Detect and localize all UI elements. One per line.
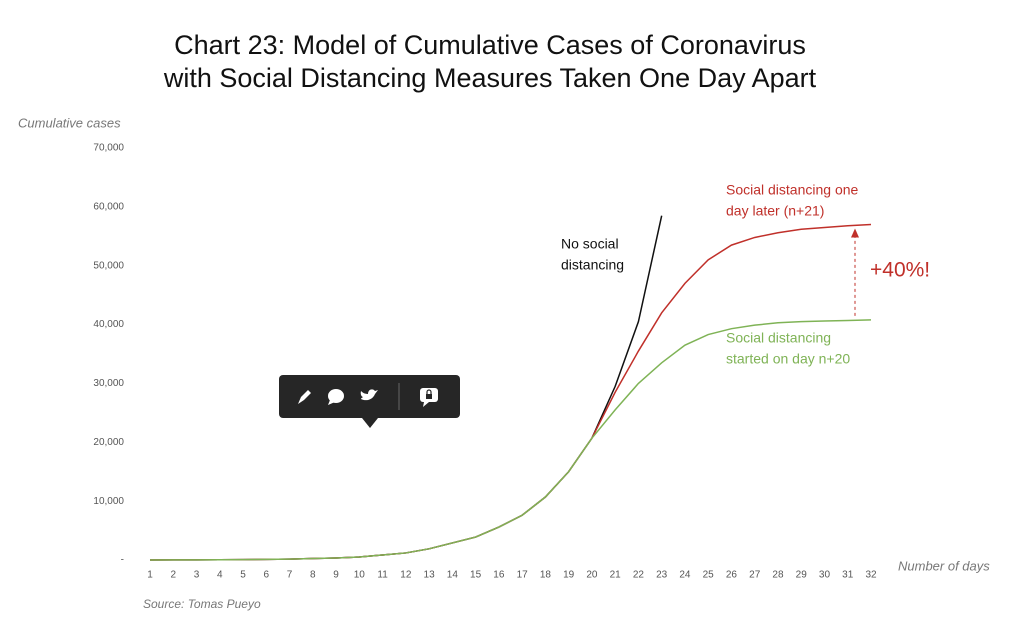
chart-title: Chart 23: Model of Cumulative Cases of C… (174, 30, 806, 60)
series-label: day later (n+21) (726, 203, 824, 219)
x-tick-label: 29 (796, 570, 808, 581)
x-tick-label: 22 (633, 570, 645, 581)
x-tick-label: 16 (493, 570, 505, 581)
series-line (149, 223, 872, 561)
y-tick-label: 30,000 (93, 378, 124, 389)
x-tick-label: 32 (865, 570, 877, 581)
x-tick-label: 18 (540, 570, 552, 581)
y-tick-label: 70,000 (93, 143, 124, 154)
y-tick-label: 20,000 (93, 437, 124, 448)
y-axis-title: Cumulative cases (18, 115, 121, 130)
x-tick-label: 19 (563, 570, 575, 581)
x-tick-label: 1 (147, 570, 153, 581)
x-tick-label: 17 (517, 570, 529, 581)
toolbar-pointer (362, 418, 378, 428)
x-tick-label: 30 (819, 570, 831, 581)
x-tick-label: 2 (170, 570, 176, 581)
source: Source: Tomas Pueyo (143, 597, 261, 611)
y-tick-label: 50,000 (93, 260, 124, 271)
series-label: distancing (561, 257, 624, 273)
y-tick-label: 10,000 (93, 496, 124, 507)
x-tick-label: 4 (217, 570, 223, 581)
series-label: started on day n+20 (726, 351, 850, 367)
callout-arrowhead (851, 228, 859, 238)
x-tick-label: 23 (656, 570, 668, 581)
x-tick-label: 3 (194, 570, 200, 581)
x-tick-label: 27 (749, 570, 761, 581)
x-tick-label: 10 (354, 570, 366, 581)
series-line (149, 319, 872, 561)
series-label: No social (561, 236, 619, 252)
x-tick-label: 15 (470, 570, 482, 581)
x-tick-label: 28 (772, 570, 784, 581)
x-tick-label: 14 (447, 570, 459, 581)
x-tick-label: 26 (726, 570, 738, 581)
x-tick-label: 20 (586, 570, 598, 581)
chart-title: with Social Distancing Measures Taken On… (163, 63, 817, 93)
x-tick-label: 24 (679, 570, 691, 581)
pencil-icon[interactable] (298, 390, 311, 404)
x-tick-label: 5 (240, 570, 246, 581)
x-tick-label: 6 (264, 570, 270, 581)
x-tick-label: 11 (377, 570, 388, 581)
highlight-toolbar (279, 375, 460, 428)
callout: +40%! (870, 259, 930, 282)
series-label: Social distancing (726, 330, 831, 346)
y-tick-label: - (121, 555, 124, 566)
twitter-icon[interactable] (360, 389, 378, 401)
private-note-icon[interactable] (420, 388, 438, 407)
x-tick-label: 12 (400, 570, 412, 581)
x-axis-title: Number of days (898, 558, 990, 573)
x-tick-label: 8 (310, 570, 316, 581)
x-tick-label: 31 (842, 570, 854, 581)
y-tick-label: 60,000 (93, 201, 124, 212)
y-tick-label: 40,000 (93, 319, 124, 330)
x-tick-label: 21 (610, 570, 622, 581)
x-tick-label: 25 (703, 570, 715, 581)
series-label: Social distancing one (726, 182, 859, 198)
x-tick-label: 9 (333, 570, 339, 581)
x-tick-label: 13 (424, 570, 436, 581)
x-tick-label: 7 (287, 570, 293, 581)
response-icon[interactable] (328, 389, 344, 405)
